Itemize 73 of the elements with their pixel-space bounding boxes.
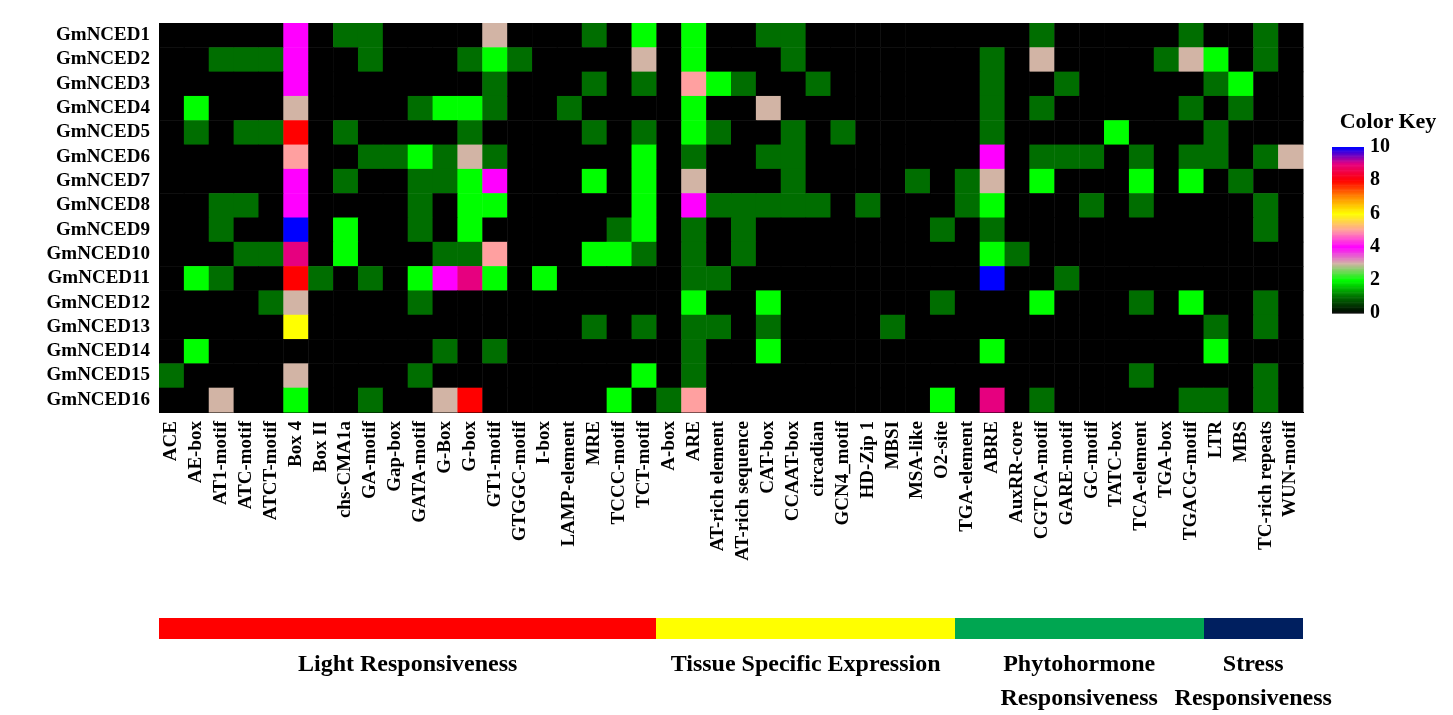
x-tick-label: chs-CMA1a bbox=[333, 420, 355, 519]
x-tick-label: Box II bbox=[308, 421, 330, 473]
x-tick-label: TCA-element bbox=[1129, 420, 1151, 531]
x-tick-label: GA-motif bbox=[358, 420, 380, 500]
x-tick-label: circadian bbox=[805, 420, 827, 497]
x-tick-label: ABRE bbox=[980, 421, 1002, 474]
color-bar-label: 10 bbox=[1370, 134, 1390, 157]
color-bar-label: 2 bbox=[1370, 266, 1380, 289]
y-tick-label: GmNCED6 bbox=[56, 144, 150, 166]
y-tick-label: GmNCED7 bbox=[56, 168, 151, 190]
x-tick-label: MBSI bbox=[880, 421, 902, 470]
color-bar-title: Color Key bbox=[1339, 107, 1437, 133]
x-tick-label: ARE bbox=[681, 421, 703, 462]
x-tick-label: ATC-motif bbox=[233, 420, 255, 510]
x-tick-label: TGA-element bbox=[955, 420, 977, 532]
y-tick-label: GmNCED14 bbox=[46, 339, 151, 361]
x-tick-label: MSA-like bbox=[905, 421, 927, 500]
text: Light Responsiveness bbox=[297, 649, 519, 678]
x-tick-label: AT-rich sequence bbox=[731, 421, 753, 561]
x-tick-label: LAMP-element bbox=[557, 420, 579, 547]
text: Stress Responsiveness bbox=[1174, 650, 1332, 710]
x-tick-label: HD-Zip 1 bbox=[855, 421, 877, 499]
y-tick-label: GmNCED13 bbox=[46, 314, 150, 336]
x-tick-label: MBS bbox=[1228, 421, 1250, 463]
x-tick-label: LTR bbox=[1203, 420, 1225, 459]
color-bar-label: 6 bbox=[1370, 200, 1380, 223]
y-tick-label: GmNCED5 bbox=[56, 120, 150, 142]
x-tick-label: TCT-motif bbox=[631, 420, 653, 508]
x-tick-label: CGTCA-motif bbox=[1029, 420, 1051, 540]
x-tick-label: WUN-motif bbox=[1278, 420, 1300, 518]
x-tick-label: Gap-box bbox=[383, 420, 405, 492]
x-tick-label: TC-rich repeats bbox=[1253, 421, 1275, 550]
x-tick-label: AT-rich element bbox=[706, 420, 728, 552]
x-tick-label: CCAAT-box bbox=[781, 420, 803, 522]
x-tick-label: ACE bbox=[159, 421, 181, 462]
y-tick-label: GmNCED15 bbox=[46, 363, 150, 385]
x-tick-label: G-box bbox=[457, 420, 479, 472]
x-tick-label: TGACG-motif bbox=[1178, 420, 1200, 541]
x-tick-label: MRE bbox=[582, 421, 604, 466]
x-tick-label: GT1-motif bbox=[482, 420, 504, 508]
y-tick-label: GmNCED9 bbox=[56, 217, 150, 239]
x-tick-label: TCCC-motif bbox=[606, 420, 628, 525]
x-tick-label: AT1-motif bbox=[209, 420, 231, 506]
x-tick-label: O2-site bbox=[930, 421, 952, 480]
x-tick-label: AuxRR-core bbox=[1004, 421, 1026, 524]
text: Tissue Specific Expression bbox=[669, 649, 942, 678]
x-tick-label: Box 4 bbox=[283, 420, 305, 467]
color-bar-label: 0 bbox=[1370, 300, 1380, 323]
x-tick-label: TATC-box bbox=[1104, 420, 1126, 507]
x-tick-label: GC-motif bbox=[1079, 420, 1101, 500]
y-tick-label: GmNCED12 bbox=[46, 290, 150, 312]
x-tick-label: GCN4_motif bbox=[830, 420, 852, 526]
x-tick-label: GTGGC-motif bbox=[507, 420, 529, 542]
x-tick-label: G-Box bbox=[432, 420, 454, 474]
x-tick-label: GARE-motif bbox=[1054, 420, 1076, 526]
y-tick-label: GmNCED16 bbox=[46, 387, 150, 409]
y-tick-label: GmNCED4 bbox=[56, 96, 151, 117]
color-bar-label: 8 bbox=[1370, 167, 1380, 190]
x-tick-label: GATA-motif bbox=[408, 420, 430, 523]
x-tick-label: AE-box bbox=[184, 420, 206, 484]
y-tick-label: GmNCED2 bbox=[56, 47, 150, 69]
x-tick-label: I-box bbox=[532, 420, 554, 465]
text: Phytohormone Responsiveness bbox=[1000, 650, 1158, 710]
x-tick-label: CAT-box bbox=[756, 420, 778, 494]
y-tick-label: GmNCED11 bbox=[47, 266, 150, 288]
x-tick-label: A-box bbox=[656, 420, 678, 471]
color-bar-label: 4 bbox=[1370, 233, 1380, 256]
x-tick-label: TGA-box bbox=[1154, 420, 1176, 499]
y-tick-label: GmNCED1 bbox=[56, 23, 150, 45]
y-tick-label: GmNCED10 bbox=[46, 241, 150, 263]
y-tick-label: GmNCED8 bbox=[56, 193, 150, 215]
x-tick-label: ATCT-motif bbox=[258, 420, 280, 521]
y-tick-label: GmNCED3 bbox=[56, 71, 150, 93]
